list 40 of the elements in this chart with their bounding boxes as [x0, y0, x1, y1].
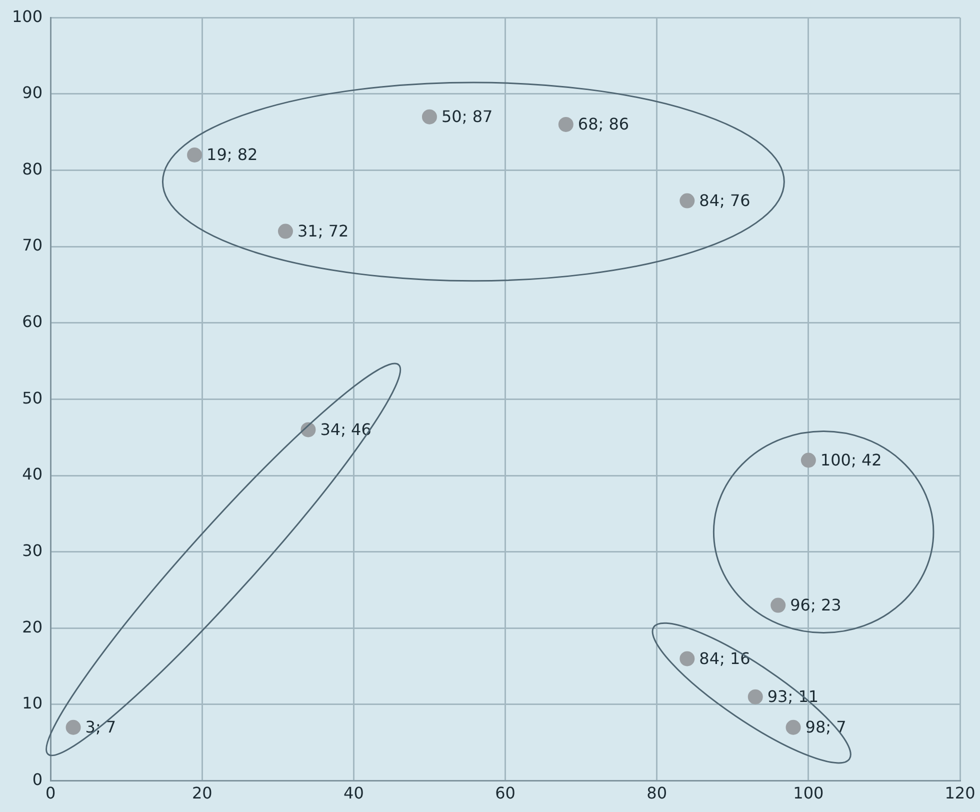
point: [558, 116, 574, 132]
x-tick-label: 60: [495, 784, 516, 803]
point: [800, 452, 816, 468]
data-label: 3; 7: [85, 718, 116, 737]
y-tick-label: 100: [12, 6, 43, 26]
point: [66, 720, 81, 735]
data-label: 31; 72: [297, 221, 349, 240]
y-tick-label: 10: [22, 694, 43, 713]
y-tick-label: 0: [32, 770, 43, 789]
y-tick-label: 40: [22, 464, 43, 484]
point: [278, 224, 293, 239]
y-tick-label: 30: [22, 540, 43, 560]
point: [680, 651, 695, 666]
y-tick-label: 90: [22, 83, 43, 102]
x-tick-label: 0: [45, 784, 56, 803]
data-label: 68; 86: [578, 114, 630, 134]
data-label: 84; 16: [699, 648, 750, 668]
data-label: 19; 82: [206, 145, 258, 164]
data-label: 96; 23: [790, 595, 842, 614]
y-tick-label: 50: [22, 388, 43, 408]
y-tick-label: 60: [22, 312, 43, 332]
point: [680, 193, 695, 208]
x-tick-label: 40: [344, 784, 364, 803]
data-label: 34; 46: [320, 420, 372, 439]
point: [770, 598, 786, 613]
point: [748, 689, 763, 704]
y-tick-label: 80: [22, 159, 43, 178]
x-tick-label: 120: [944, 784, 976, 803]
point: [786, 720, 801, 735]
point: [422, 109, 437, 124]
x-tick-label: 20: [192, 784, 212, 803]
y-tick-label: 70: [22, 236, 43, 255]
point: [187, 147, 202, 162]
x-tick-label: 100: [793, 784, 824, 803]
data-label: 84; 76: [699, 190, 750, 210]
data-label: 50; 87: [441, 106, 493, 126]
data-label: 100; 42: [820, 450, 882, 470]
x-tick-label: 80: [646, 784, 668, 803]
y-tick-label: 20: [22, 617, 43, 636]
data-label: 98; 7: [805, 718, 846, 737]
